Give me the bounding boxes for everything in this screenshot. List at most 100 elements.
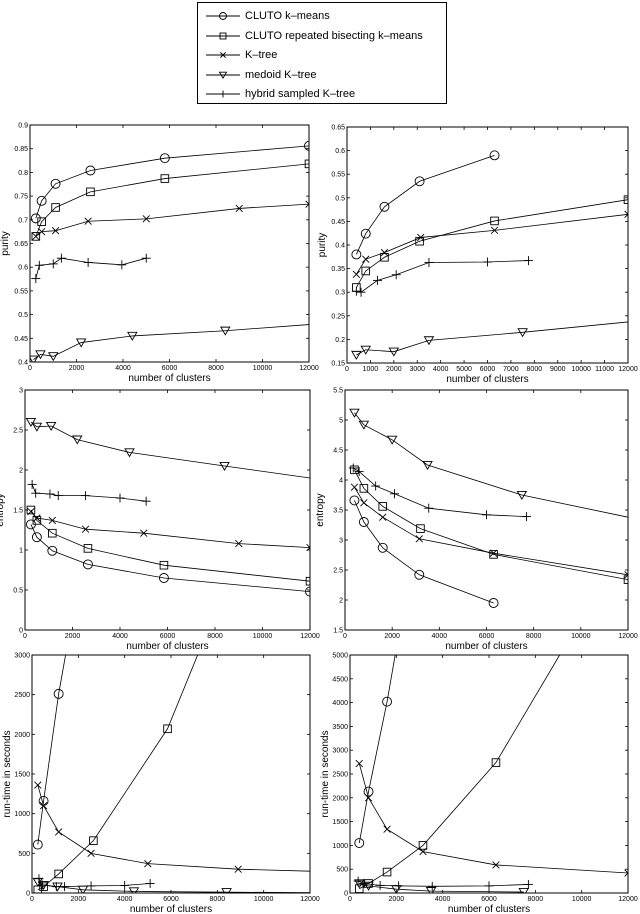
y-tick-label: 2 bbox=[339, 598, 343, 605]
x-axis-label: number of clusters bbox=[126, 641, 208, 652]
plot-frame bbox=[349, 654, 629, 894]
plot-frame bbox=[346, 126, 629, 364]
x-tick-label: 4000 bbox=[435, 896, 451, 903]
chart-entropy-right: 0 2000 4000 6000 8000 10000 12000 1.5 2 2.5 3 3.5 4 4… bbox=[315, 388, 638, 653]
y-tick-label: 0.5 bbox=[18, 312, 28, 319]
x-tick-label: 10000 bbox=[254, 896, 274, 903]
legend-label: medoid K–tree bbox=[245, 68, 317, 81]
x-tick-label: 2000 bbox=[389, 896, 405, 903]
legend-item: K–tree bbox=[204, 46, 277, 64]
plot-frame bbox=[24, 389, 311, 631]
x-tick-label: 8000 bbox=[208, 365, 224, 372]
y-tick-label: 0.45 bbox=[331, 219, 345, 226]
y-tick-label: 0.5 bbox=[335, 195, 345, 202]
series-line bbox=[359, 655, 561, 890]
y-tick-label: 0.65 bbox=[331, 125, 345, 132]
x-axis-label: number of clusters bbox=[128, 373, 210, 384]
x-marker-icon bbox=[206, 52, 240, 58]
y-tick-label: 0.6 bbox=[18, 265, 28, 272]
legend-label: K–tree bbox=[245, 49, 278, 61]
x-tick-label: 1000 bbox=[363, 366, 379, 373]
x-tick-label: 12000 bbox=[300, 633, 320, 640]
y-tick-label: 2 bbox=[19, 468, 23, 475]
legend-label: CLUTO repeated bisecting k–means bbox=[245, 29, 423, 42]
x-tick-label: 9000 bbox=[550, 366, 566, 373]
y-tick-label: 1 bbox=[19, 548, 23, 555]
y-tick-label: 5.5 bbox=[333, 388, 343, 395]
y-tick-label: 2.5 bbox=[333, 568, 343, 575]
plot-frame bbox=[29, 124, 310, 363]
chart-purity-right: 0 1000 2000 3000 4000 5000 6000 7000 8000 9000 100… bbox=[317, 125, 638, 386]
x-tick-label: 4000 bbox=[112, 633, 128, 640]
legend-label: hybrid sampled K–tree bbox=[245, 88, 356, 100]
legend-item: CLUTO k–means bbox=[204, 7, 330, 25]
x-tick-label: 2000 bbox=[65, 633, 81, 640]
series-line bbox=[37, 655, 66, 845]
y-axis-label: run-time in seconds bbox=[320, 730, 331, 817]
legend-item: CLUTO repeated bisecting k–means bbox=[204, 27, 423, 45]
x-tick-label: 4000 bbox=[432, 633, 448, 640]
y-tick-label: 0 bbox=[344, 891, 348, 898]
y-tick-label: 3 bbox=[19, 388, 23, 395]
x-tick-label: 8000 bbox=[527, 366, 543, 373]
series-line bbox=[354, 469, 628, 580]
legend-label: CLUTO k–means bbox=[245, 10, 330, 22]
y-tick-label: 3500 bbox=[332, 724, 348, 731]
x-tick-label: 12000 bbox=[618, 896, 638, 903]
y-tick-label: 0.75 bbox=[14, 194, 28, 201]
y-tick-label: 0.7 bbox=[18, 217, 28, 224]
y-tick-label: 0.4 bbox=[18, 360, 28, 367]
series-line bbox=[35, 163, 309, 237]
series-line bbox=[30, 421, 310, 479]
x-tick-label: 0 bbox=[348, 896, 352, 903]
x-tick-label: 10000 bbox=[572, 896, 592, 903]
x-tick-label: 8000 bbox=[526, 633, 542, 640]
y-tick-label: 1500 bbox=[332, 819, 348, 826]
y-tick-label: 0.4 bbox=[335, 243, 345, 250]
y-tick-label: 3 bbox=[339, 538, 343, 545]
x-tick-label: 10000 bbox=[253, 633, 273, 640]
y-tick-label: 3.5 bbox=[333, 508, 343, 515]
series-line bbox=[356, 199, 628, 288]
y-tick-label: 0.55 bbox=[14, 288, 28, 295]
y-axis-label: entropy bbox=[0, 493, 6, 526]
y-tick-label: 5 bbox=[339, 418, 343, 425]
y-tick-label: 2000 bbox=[14, 732, 30, 739]
y-axis-label: run-time in seconds bbox=[2, 730, 13, 817]
chart-legend: CLUTO k–means CLUTO repeated bisecting k–… bbox=[197, 2, 447, 104]
y-tick-label: 1000 bbox=[14, 811, 30, 818]
y-tick-label: 0.5 bbox=[13, 588, 23, 595]
x-tick-label: 4000 bbox=[433, 366, 449, 373]
x-tick-label: 12000 bbox=[300, 896, 320, 903]
x-tick-label: 6000 bbox=[479, 633, 495, 640]
series-line bbox=[35, 257, 147, 279]
series-line bbox=[359, 883, 524, 893]
series-line bbox=[354, 500, 494, 604]
y-tick-label: 0.35 bbox=[331, 266, 345, 273]
x-tick-label: 0 bbox=[28, 365, 32, 372]
y-tick-label: 1.5 bbox=[13, 508, 23, 515]
y-tick-label: 0.6 bbox=[335, 148, 345, 155]
y-tick-label: 4.5 bbox=[333, 448, 343, 455]
chart-runtime-right: 0 2000 4000 6000 8000 10000 12000 0 500 1000 1500 2… bbox=[320, 653, 638, 914]
square-marker-icon bbox=[206, 32, 240, 39]
x-tick-label: 10000 bbox=[571, 633, 591, 640]
x-axis-label: number of clusters bbox=[448, 904, 530, 914]
plus-marker-icon bbox=[206, 90, 240, 98]
y-tick-label: 0.25 bbox=[331, 313, 345, 320]
y-axis-label: purity bbox=[317, 233, 328, 257]
x-tick-label: 2000 bbox=[384, 633, 400, 640]
circle-marker-icon bbox=[206, 12, 240, 20]
x-tick-label: 3000 bbox=[409, 366, 425, 373]
x-tick-label: 4000 bbox=[117, 896, 133, 903]
y-tick-label: 500 bbox=[336, 867, 348, 874]
x-tick-label: 0 bbox=[23, 633, 27, 640]
y-axis-label: entropy bbox=[315, 493, 326, 526]
y-tick-label: 2500 bbox=[14, 692, 30, 699]
y-tick-label: 0 bbox=[26, 891, 30, 898]
series-line bbox=[358, 655, 396, 844]
series-line bbox=[356, 154, 495, 255]
x-tick-label: 8000 bbox=[210, 896, 226, 903]
legend-item: medoid K–tree bbox=[204, 66, 317, 84]
y-tick-label: 5000 bbox=[332, 653, 348, 660]
